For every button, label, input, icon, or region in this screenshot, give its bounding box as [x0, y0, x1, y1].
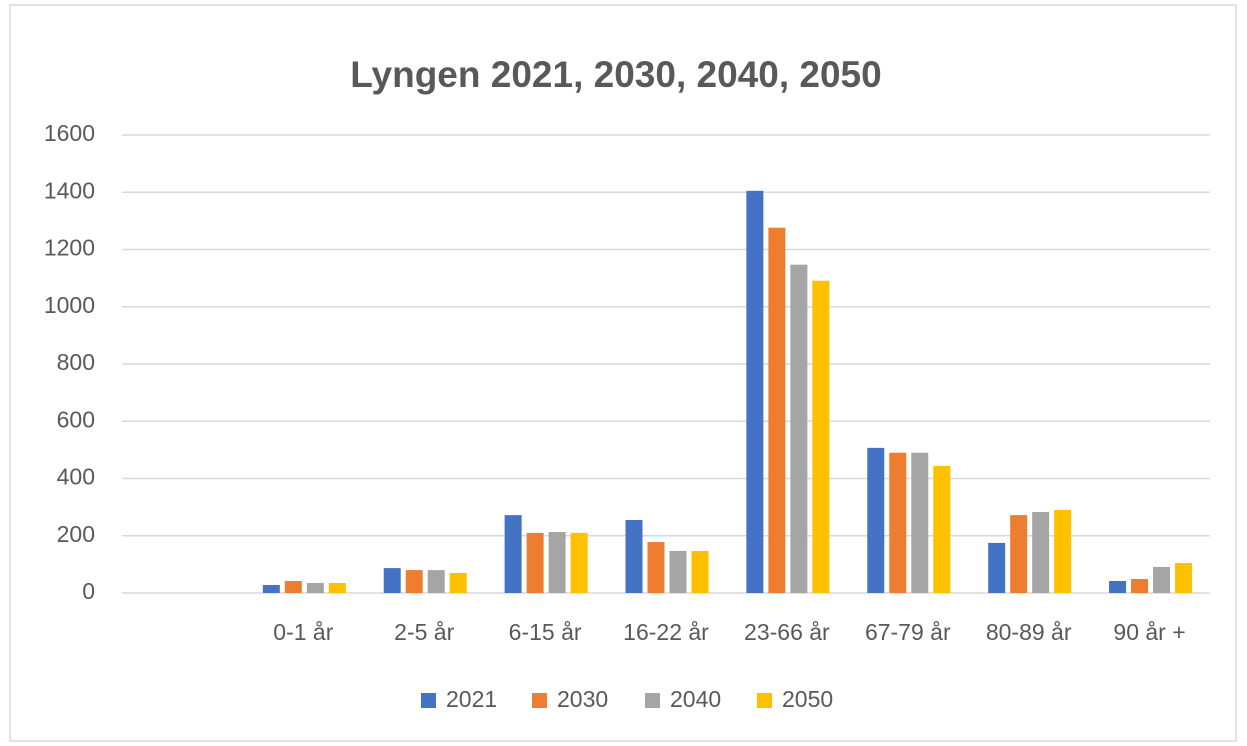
bar: [746, 190, 764, 593]
bar: [669, 550, 687, 593]
bar: [1175, 562, 1193, 593]
bar: [262, 584, 280, 593]
bar: [988, 542, 1006, 593]
bar: [1054, 509, 1072, 593]
y-tick-label: 800: [57, 349, 95, 375]
y-tick-label: 1000: [44, 292, 95, 318]
legend-swatch: [532, 693, 547, 708]
bar: [1131, 578, 1149, 593]
x-tick-label: 67-79 år: [865, 619, 951, 645]
legend-swatch: [757, 693, 772, 708]
bar: [570, 532, 588, 593]
bar: [647, 542, 665, 593]
bar: [625, 520, 643, 593]
bar: [328, 582, 346, 593]
legend-label: 2050: [782, 686, 833, 712]
chart-frame: [9, 4, 1237, 742]
bar: [933, 465, 951, 593]
bar: [449, 572, 467, 593]
legend-swatch: [421, 693, 436, 708]
x-tick-label: 23-66 år: [744, 619, 830, 645]
bar: [504, 515, 522, 593]
y-tick-label: 1600: [44, 120, 95, 146]
bar: [526, 532, 544, 593]
chart-title: Lyngen 2021, 2030, 2040, 2050: [350, 54, 881, 95]
legend-swatch: [645, 693, 660, 708]
bar: [548, 532, 566, 593]
bar: [1010, 515, 1028, 593]
y-tick-label: 400: [57, 464, 95, 490]
bar: [867, 447, 885, 593]
bar: [1032, 511, 1050, 593]
y-tick-label: 600: [57, 406, 95, 432]
x-tick-label: 80-89 år: [986, 619, 1072, 645]
y-tick-label: 0: [82, 578, 95, 604]
x-tick-label: 90 år +: [1113, 619, 1185, 645]
y-tick-label: 200: [57, 521, 95, 547]
bar: [768, 227, 786, 593]
bar: [790, 264, 808, 593]
y-tick-label: 1200: [44, 235, 95, 261]
legend-label: 2040: [670, 686, 721, 712]
x-tick-label: 2-5 år: [394, 619, 454, 645]
bar: [812, 280, 830, 593]
y-tick-label: 1400: [44, 177, 95, 203]
bar: [1153, 566, 1171, 593]
bar: [405, 570, 423, 593]
legend-label: 2021: [446, 686, 497, 712]
x-tick-label: 16-22 år: [623, 619, 709, 645]
bar: [427, 570, 445, 593]
bar: [911, 452, 929, 593]
bar: [306, 582, 324, 593]
legend-label: 2030: [557, 686, 608, 712]
bar: [1109, 580, 1127, 593]
bar: [383, 568, 401, 593]
bar: [691, 550, 709, 593]
x-tick-label: 0-1 år: [273, 619, 333, 645]
x-tick-label: 6-15 år: [509, 619, 582, 645]
bar: [889, 452, 907, 593]
bar: [284, 580, 302, 593]
